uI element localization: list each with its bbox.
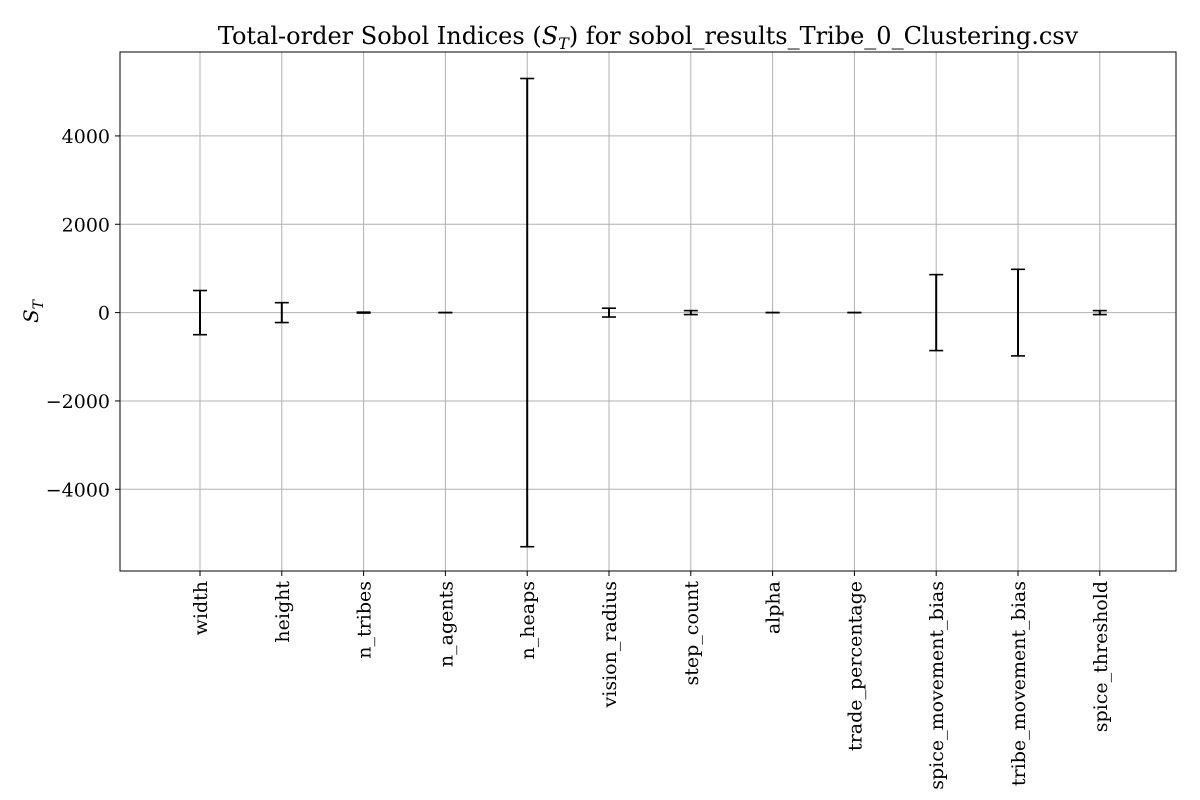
tick-layer: −4000 −2000 0 2000 4000 width height n_tribes n_… xyxy=(46,126,1112,790)
plot-frame xyxy=(119,51,1177,572)
chart-title: Total-order Sobol Indices (ST) for sobol… xyxy=(218,22,1079,53)
x-tick-label: n_agents xyxy=(435,581,457,667)
x-tick-label: n_tribes xyxy=(354,581,376,659)
x-tick-label: trade_percentage xyxy=(844,581,866,751)
x-tick-label: spice_movement_bias xyxy=(926,581,948,790)
y-tick-label: 0 xyxy=(98,303,110,325)
x-tick-label: width xyxy=(190,581,212,635)
y-tick-label: −2000 xyxy=(46,391,110,413)
y-tick-label: 2000 xyxy=(62,214,110,236)
x-tick-label: step_count xyxy=(681,581,703,686)
x-tick-label: n_heaps xyxy=(517,581,539,659)
x-tick-label: alpha xyxy=(763,581,785,634)
y-axis-label: ST xyxy=(19,298,47,323)
grid-layer xyxy=(120,52,1176,571)
data-layer xyxy=(193,77,1107,548)
x-tick-label: height xyxy=(272,581,294,643)
x-tick-label: vision_radius xyxy=(599,581,621,708)
y-tick-label: −4000 xyxy=(46,479,110,501)
y-tick-label: 4000 xyxy=(62,126,110,148)
x-tick-label: spice_threshold xyxy=(1090,581,1112,732)
x-tick-label: tribe_movement_bias xyxy=(1008,581,1030,786)
